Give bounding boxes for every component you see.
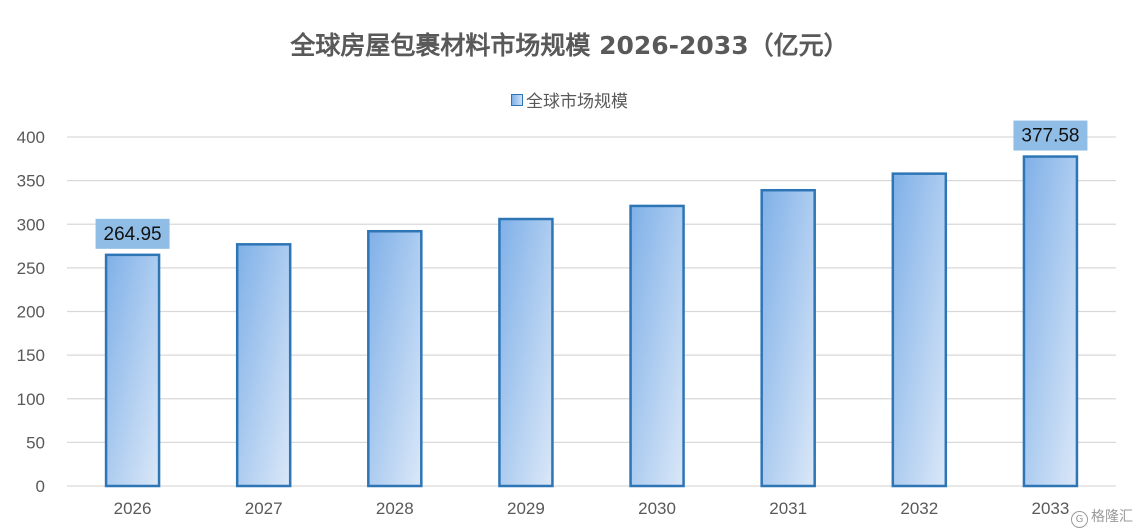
y-tick-label-100: 100 (17, 390, 45, 409)
data-label-box-2033 (1013, 120, 1088, 151)
data-labels: 264.95 377.58 (95, 120, 1088, 249)
legend: 全球市场规模 (0, 87, 1139, 112)
gelonghui-logo-icon: G (1071, 511, 1088, 528)
y-tick-label-350: 350 (17, 172, 45, 191)
watermark-text: 格隆汇 (1091, 509, 1133, 525)
data-label-text-2033: 377.58 (1021, 126, 1079, 147)
bar-2033 (1022, 155, 1079, 488)
data-label-box-2026 (95, 218, 170, 249)
y-tick-label-250: 250 (17, 259, 45, 278)
x-tick-label-2027: 2027 (245, 499, 283, 518)
y-tick-label-200: 200 (17, 303, 45, 322)
bar-2030 (629, 204, 685, 488)
gridlines (67, 136, 1116, 487)
bar-2027 (235, 243, 292, 488)
watermark: G 格隆汇 (1071, 506, 1133, 528)
bar-2029 (498, 217, 554, 488)
x-axis-tick-labels: 2026 2027 2028 2029 2030 2031 2032 2033 (114, 499, 1070, 518)
bar-2032 (891, 172, 948, 488)
chart-title: 全球房屋包裹材料市场规模 2026-2033（亿元） (290, 31, 849, 60)
bar-2026 (104, 253, 161, 488)
x-tick-label-2031: 2031 (769, 499, 807, 518)
y-tick-label-300: 300 (17, 215, 45, 234)
y-tick-label-400: 400 (17, 128, 45, 147)
bars (104, 155, 1079, 488)
data-label-2026: 264.95 (95, 218, 170, 249)
y-axis-tick-labels: 0 50 100 150 200 250 300 350 400 (17, 128, 45, 496)
data-label-2033: 377.58 (1013, 120, 1088, 151)
bar-2031 (760, 188, 816, 488)
y-tick-label-50: 50 (26, 433, 45, 452)
x-tick-label-2032: 2032 (900, 499, 938, 518)
legend-swatch (511, 94, 523, 106)
x-tick-label-2030: 2030 (638, 499, 676, 518)
y-tick-label-0: 0 (36, 477, 45, 496)
bar-2028 (367, 229, 423, 488)
y-tick-label-150: 150 (17, 346, 45, 365)
data-label-text-2026: 264.95 (104, 224, 162, 245)
x-tick-label-2033: 2033 (1032, 499, 1070, 518)
x-tick-label-2028: 2028 (376, 499, 414, 518)
x-tick-label-2026: 2026 (114, 499, 152, 518)
legend-label: 全球市场规模 (526, 92, 628, 112)
x-tick-label-2029: 2029 (507, 499, 545, 518)
